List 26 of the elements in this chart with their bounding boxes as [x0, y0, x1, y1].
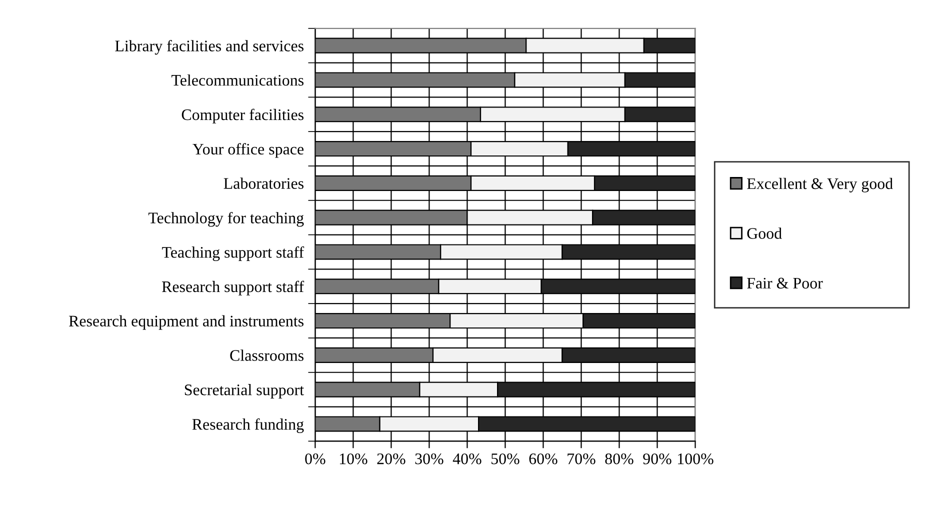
x-tick-label: 70%	[568, 453, 596, 464]
x-tick-label: 30%	[415, 453, 444, 464]
x-tick-label: 20%	[377, 453, 406, 464]
y-tick-label: Library facilities and services	[115, 40, 304, 55]
x-tick-label: 0%	[305, 453, 326, 464]
legend-label: Fair & Poor	[747, 278, 823, 289]
y-tick-label: Classrooms	[230, 350, 304, 361]
y-tick-label: Research funding	[192, 418, 304, 434]
x-tick-label: 50%	[492, 453, 520, 464]
x-tick-label: 80%	[605, 453, 634, 464]
legend-label: Excellent & Very good	[747, 178, 893, 192]
y-tick-label: Secretarial support	[184, 384, 304, 399]
y-tick-label: Technology for teaching	[148, 212, 304, 227]
x-tick-label: 100%	[678, 453, 714, 464]
y-tick-label: Your office space	[192, 143, 304, 158]
y-tick-label: Research equipment and instruments	[68, 315, 304, 330]
legend-label: Good	[747, 228, 782, 239]
x-tick-label: 90%	[643, 453, 672, 464]
y-tick-label: Laboratories	[224, 178, 304, 189]
x-tick-label: 60%	[529, 453, 558, 464]
y-tick-label: Research support staff	[162, 280, 304, 296]
x-tick-label: 10%	[340, 453, 368, 464]
y-tick-label: Telecommunications	[172, 74, 304, 86]
y-tick-label: Teaching support staff	[162, 246, 304, 262]
y-tick-label: Computer facilities	[182, 108, 304, 124]
x-tick-label: 40%	[452, 453, 482, 464]
